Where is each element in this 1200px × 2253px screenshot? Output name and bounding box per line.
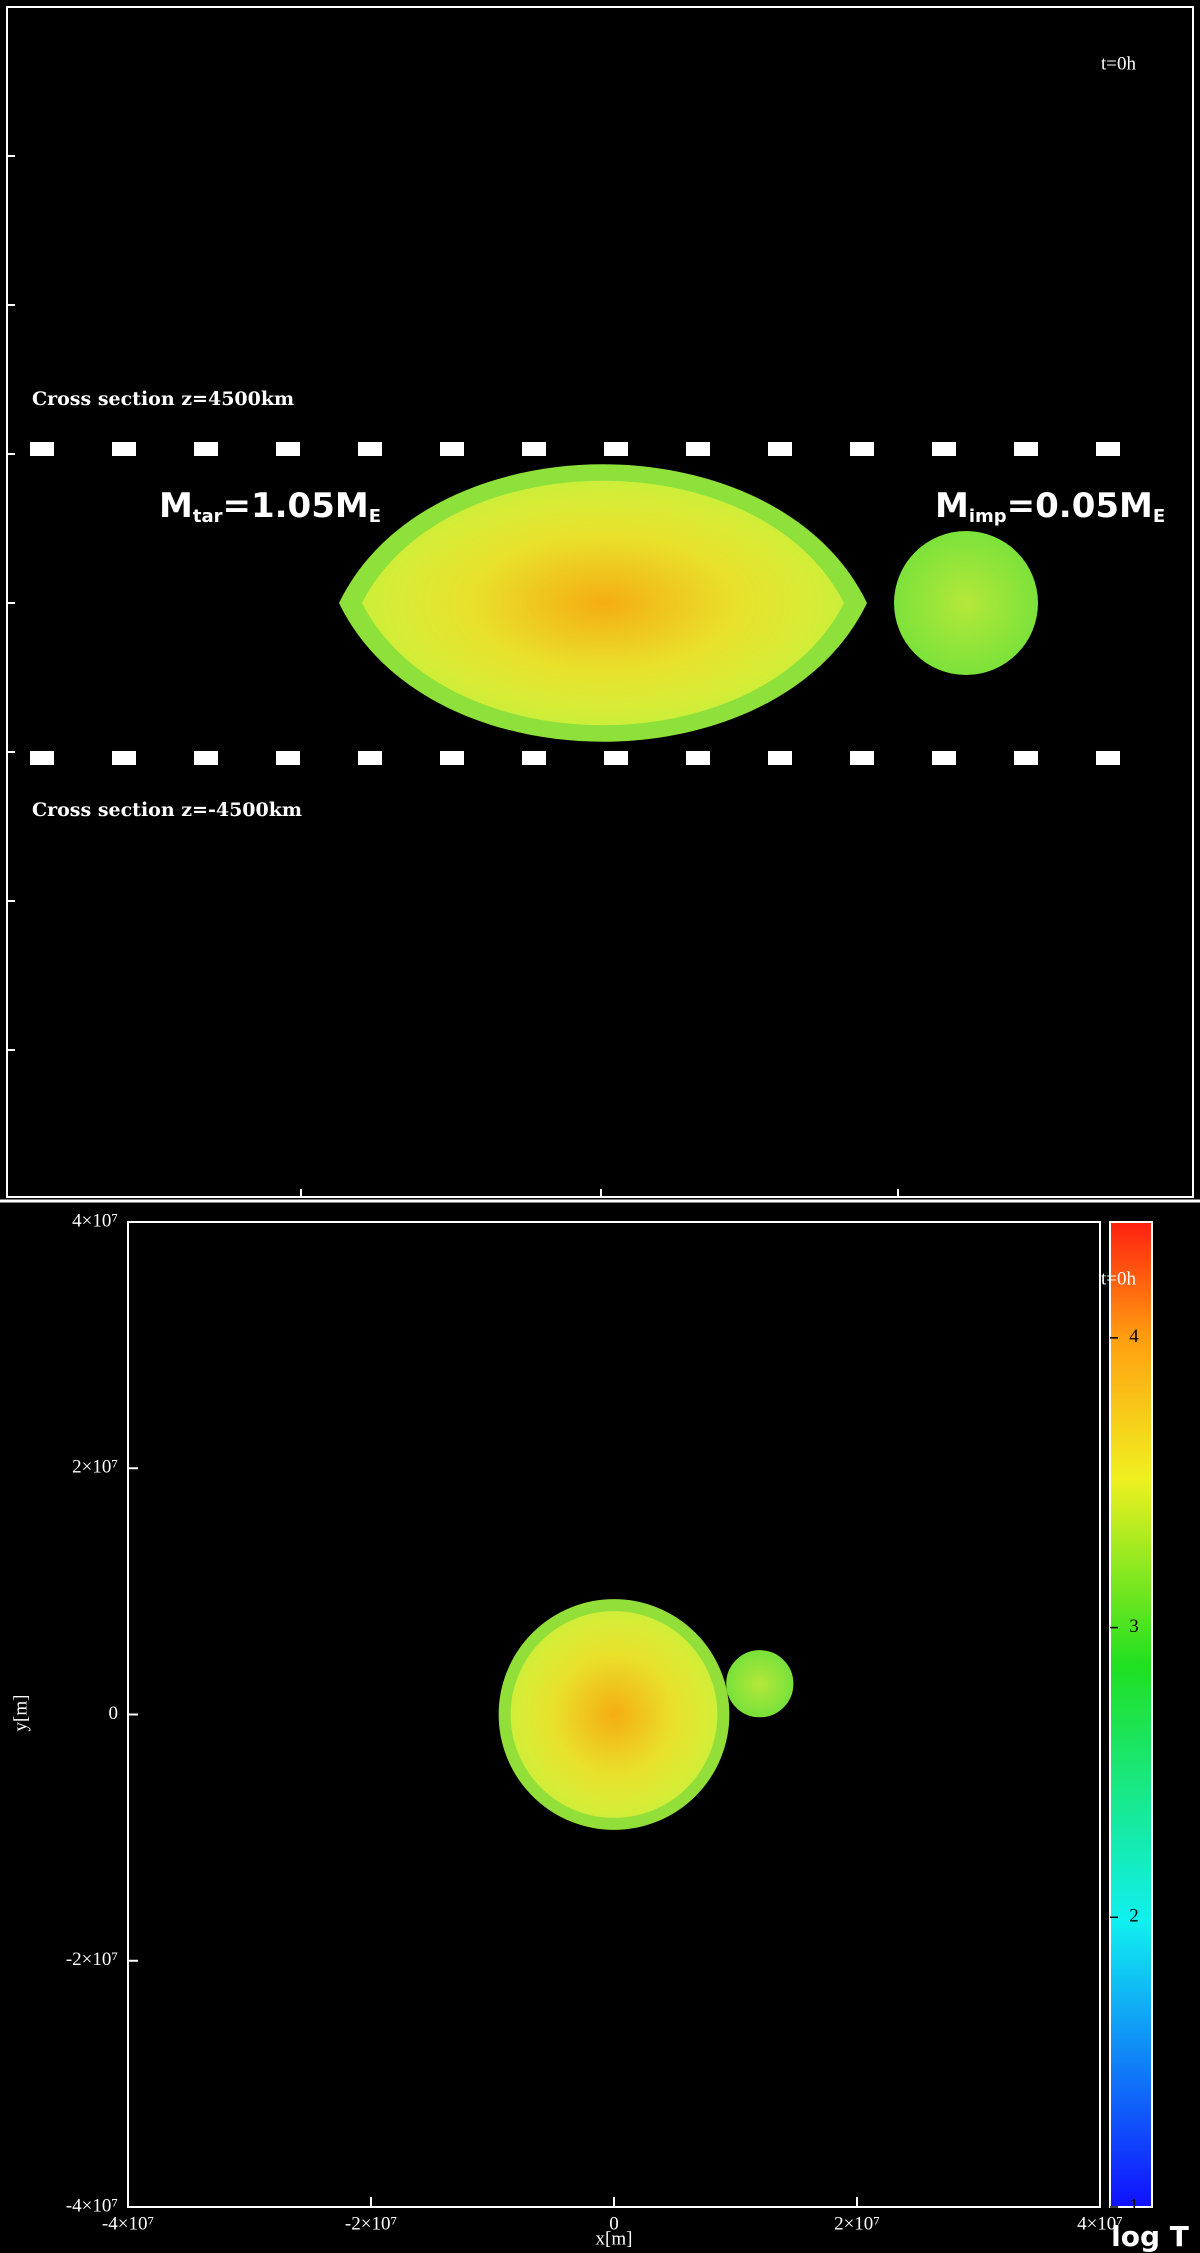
top-panel: t=0h Cross section z=4500km Cross sectio… [6, 6, 1194, 1198]
label-part: M [935, 486, 969, 526]
x-tick-label: 0 [609, 2213, 619, 2234]
target-core [362, 480, 844, 726]
y-tick-label: 4×10⁷ [72, 1210, 118, 1231]
impactor-body [894, 531, 1038, 675]
colorbar-tick-label: 4 [1129, 1326, 1139, 1347]
cross-section-label: Cross section z=4500km [32, 388, 294, 410]
y-tick-label: 2×10⁷ [72, 1457, 118, 1478]
impactor-body [726, 1650, 794, 1718]
impactor-label: Mimp=0.05ME [935, 486, 1165, 528]
colorbar-tick-label: 1 [1129, 2195, 1139, 2216]
target-label: Mtar=1.05ME [159, 486, 381, 528]
y-tick-label: -4×10⁷ [66, 2195, 118, 2216]
time-label: t=0h [1101, 1268, 1136, 1289]
label-part: tar [193, 506, 223, 527]
target-body [498, 1599, 730, 1830]
label-part: E [369, 506, 381, 527]
colorbar-tick-label: 2 [1129, 1906, 1139, 1927]
x-axis-label: x[m] [596, 2228, 633, 2249]
colorbar [1109, 1221, 1153, 2208]
label-part: =0.05M [1007, 486, 1153, 526]
y-axis-label: y[m] [10, 1695, 31, 1732]
x-tick-label: 4×10⁷ [1077, 2213, 1123, 2234]
x-tick-label: -2×10⁷ [345, 2213, 397, 2234]
label-part: =1.05M [222, 486, 368, 526]
label-part: E [1153, 506, 1165, 527]
time-label: t=0h [1101, 53, 1136, 74]
x-tick-label: -4×10⁷ [102, 2213, 154, 2234]
x-tick-label: 2×10⁷ [834, 2213, 880, 2234]
colorbar-tick-label: 3 [1129, 1616, 1139, 1637]
panel-ticks [7, 155, 899, 1197]
colorbar-label: log T [1111, 2220, 1189, 2253]
cross-section-label: Cross section z=-4500km [32, 799, 302, 821]
label-part: M [159, 486, 193, 526]
y-tick-label: 0 [109, 1703, 119, 1724]
label-part: imp [969, 506, 1007, 527]
y-tick-label: -2×10⁷ [66, 1949, 118, 1970]
